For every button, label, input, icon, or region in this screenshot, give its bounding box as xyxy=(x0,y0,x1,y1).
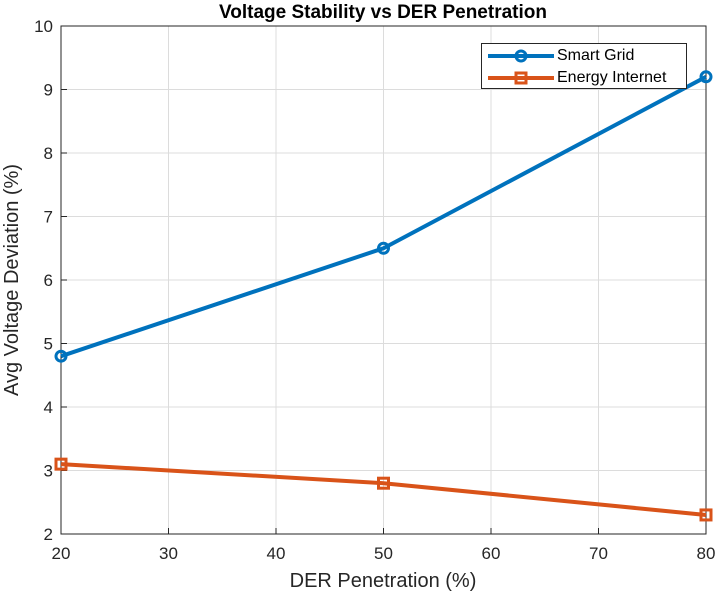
series-line-energy-internet xyxy=(60,462,707,517)
legend-label-smart-grid: Smart Grid xyxy=(557,47,635,64)
x-tick-label: 60 xyxy=(482,544,501,563)
data-point-energy-internet xyxy=(54,457,68,471)
y-axis-ticks: 2 3 4 5 6 7 8 9 10 xyxy=(34,17,67,544)
series-layer xyxy=(54,70,713,522)
y-tick-label: 10 xyxy=(34,17,53,36)
legend-item-energy-internet: Energy Internet xyxy=(482,67,686,89)
x-tick-label: 20 xyxy=(52,544,71,563)
legend-swatch-energy-internet xyxy=(488,71,554,85)
series-smart-grid xyxy=(54,70,713,363)
data-point-smart-grid xyxy=(377,241,390,255)
legend: Smart Grid Energy Internet xyxy=(481,43,687,89)
grid xyxy=(60,25,707,535)
data-point-energy-internet xyxy=(699,508,713,522)
series-line-smart-grid xyxy=(60,75,707,359)
data-point-smart-grid xyxy=(54,349,68,363)
x-tick-label: 70 xyxy=(589,544,608,563)
x-tick-label: 80 xyxy=(697,544,716,563)
y-tick-label: 3 xyxy=(44,462,53,481)
y-axis-label: Avg Voltage Deviation (%) xyxy=(1,164,23,396)
x-tick-label: 30 xyxy=(159,544,178,563)
x-tick-label: 40 xyxy=(267,544,286,563)
y-tick-label: 4 xyxy=(44,398,53,417)
x-axis-ticks: 20 30 40 50 60 70 80 xyxy=(52,528,716,563)
y-tick-label: 5 xyxy=(44,335,53,354)
data-point-smart-grid xyxy=(699,70,713,84)
y-tick-label: 8 xyxy=(44,144,53,163)
data-point-energy-internet xyxy=(377,476,390,490)
series-energy-internet xyxy=(54,457,713,522)
x-axis-label: DER Penetration (%) xyxy=(290,570,477,592)
legend-swatch-smart-grid xyxy=(488,49,554,63)
y-tick-label: 7 xyxy=(44,208,53,227)
y-tick-label: 6 xyxy=(44,271,53,290)
legend-label-energy-internet: Energy Internet xyxy=(557,69,667,86)
y-tick-label: 9 xyxy=(44,81,53,100)
legend-item-smart-grid: Smart Grid xyxy=(482,45,686,67)
x-tick-label: 50 xyxy=(374,544,393,563)
chart-title: Voltage Stability vs DER Penetration xyxy=(219,2,547,23)
y-tick-label: 2 xyxy=(44,525,53,544)
